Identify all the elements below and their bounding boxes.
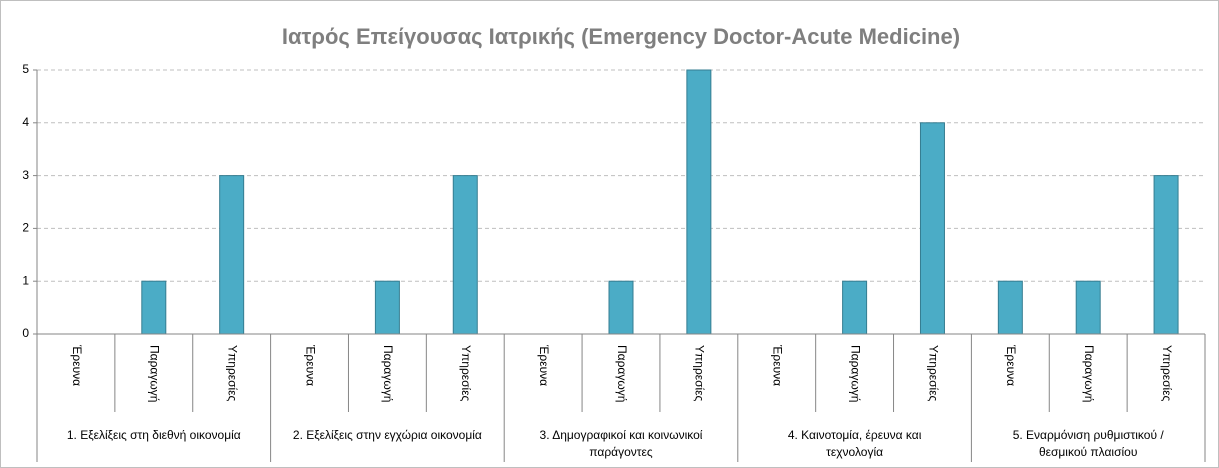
group-label: 3. Δημογραφικοί και κοινωνικοί παράγοντε… [539,428,703,459]
bar [1075,280,1101,335]
x-tick-label: Παραγωγή [381,345,395,402]
x-tick-label: Έρευνα [70,344,84,386]
bar [608,280,634,335]
bar [452,175,478,335]
y-tick-label: 4 [22,115,29,129]
bar [141,280,167,335]
x-tick-label: Παραγωγή [148,345,162,402]
chart-title: Ιατρός Επείγουσας Ιατρικής (Emergency Do… [282,24,960,49]
x-tick-label: Έρευνα [1004,344,1018,386]
x-tick-label: Παραγωγή [615,345,629,402]
y-tick-label: 5 [22,62,29,76]
bar [374,280,400,335]
group-label: 5. Εναρμόνιση ρυθμιστικού / θεσμικού πλα… [1012,428,1164,459]
bar [997,280,1023,335]
x-tick-label: Υπηρεσίες [225,345,239,402]
bar [919,122,945,335]
y-tick-label: 1 [22,273,29,287]
x-tick-label: Παραγωγή [1082,345,1096,402]
group-label: 4. Καινοτομία, έρευνα και τεχνολογία [787,428,922,459]
x-tick-label: Έρευνα [537,344,551,386]
bar [219,175,245,335]
x-tick-label: Έρευνα [771,344,785,386]
x-tick-label: Υπηρεσίες [459,345,473,402]
bar [842,280,868,335]
bar [686,69,712,335]
x-tick-label: Παραγωγή [848,345,862,402]
bar [1153,175,1179,335]
group-label: 1. Εξελίξεις στη διεθνή οικονομία [66,428,241,442]
y-tick-label: 2 [22,221,29,235]
x-tick-label: Έρευνα [303,344,317,386]
group-label: 2. Εξελίξεις στην εγχώρια οικονομία [292,428,482,442]
x-tick-label: Υπηρεσίες [926,345,940,402]
y-tick-label: 3 [22,168,29,182]
x-tick-label: Υπηρεσίες [693,345,707,402]
x-tick-label: Υπηρεσίες [1160,345,1174,402]
y-tick-label: 0 [22,326,29,340]
